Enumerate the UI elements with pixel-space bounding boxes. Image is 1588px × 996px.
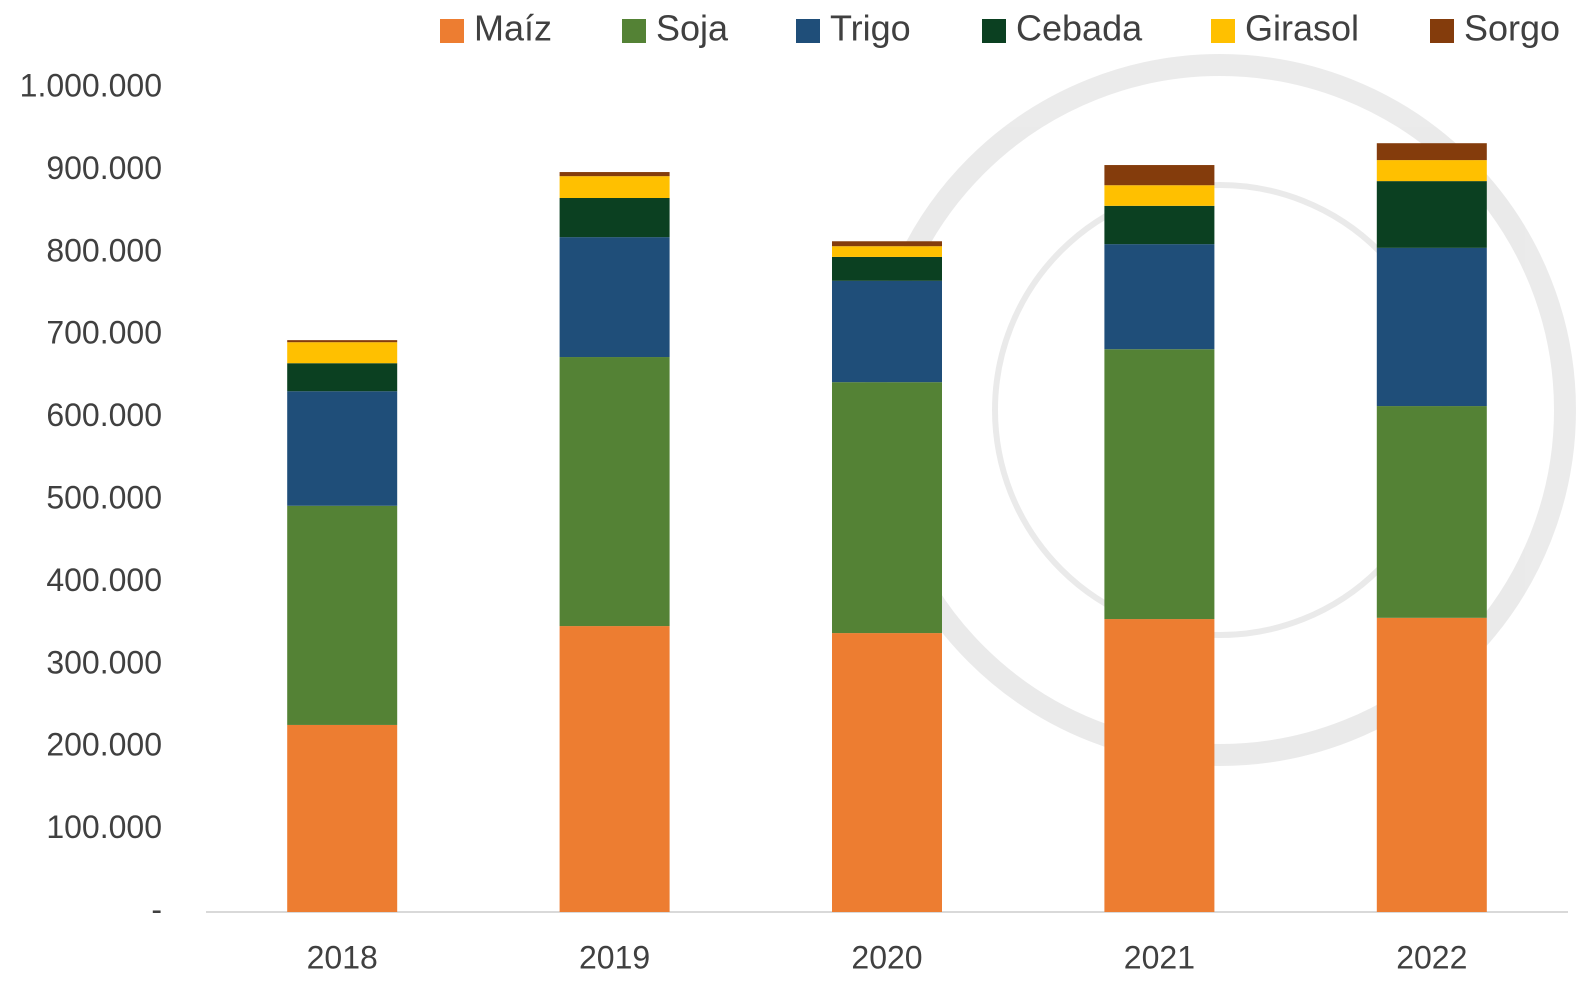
- legend-swatch: [982, 19, 1006, 43]
- bar-segment: [832, 382, 942, 634]
- legend-label: Girasol: [1245, 8, 1359, 49]
- bar-segment: [559, 237, 670, 358]
- bar-segment: [832, 246, 942, 257]
- y-tick-label: 200.000: [46, 727, 162, 763]
- x-tick-label: 2020: [851, 939, 922, 975]
- legend-swatch: [440, 19, 464, 43]
- y-tick-label: 800.000: [46, 232, 162, 268]
- y-tick-label: 1.000.000: [20, 67, 162, 103]
- legend-label: Cebada: [1016, 8, 1143, 49]
- y-tick-label: 100.000: [46, 809, 162, 845]
- bar-segment: [832, 256, 942, 281]
- y-tick-label: 600.000: [46, 397, 162, 433]
- bar-segment: [287, 391, 398, 506]
- bar-segment: [287, 340, 398, 343]
- bar-segment: [559, 172, 670, 177]
- bar-segment: [1376, 406, 1487, 618]
- bar-segment: [1104, 244, 1215, 350]
- legend-label: Trigo: [830, 8, 911, 49]
- bar-segment: [1104, 165, 1215, 186]
- bar-segment: [1104, 619, 1215, 912]
- legend-swatch: [1211, 19, 1235, 43]
- y-tick-label: 900.000: [46, 150, 162, 186]
- bar-segment: [1104, 205, 1215, 245]
- legend-swatch: [1430, 19, 1454, 43]
- x-tick-label: 2021: [1124, 939, 1195, 975]
- legend-label: Maíz: [474, 8, 552, 49]
- bar-segment: [559, 357, 670, 627]
- bar-segment: [1376, 617, 1487, 912]
- bar-segment: [1376, 247, 1487, 407]
- y-tick-label: 300.000: [46, 644, 162, 680]
- bar-segment: [1376, 181, 1487, 248]
- x-tick-label: 2019: [579, 939, 650, 975]
- bar-segment: [287, 724, 398, 912]
- y-tick-label: 700.000: [46, 315, 162, 351]
- bar-segment: [1376, 143, 1487, 161]
- bar-segment: [559, 198, 670, 238]
- bar-segment: [1104, 349, 1215, 620]
- legend-label: Sorgo: [1464, 8, 1560, 49]
- bar-segment: [559, 176, 670, 199]
- bar-segment: [1376, 160, 1487, 182]
- legend-swatch: [796, 19, 820, 43]
- y-tick-label: -: [151, 891, 162, 927]
- bar-segment: [1104, 185, 1215, 206]
- x-tick-label: 2022: [1396, 939, 1467, 975]
- bar-segment: [287, 342, 398, 364]
- legend-swatch: [622, 19, 646, 43]
- bar-segment: [287, 505, 398, 725]
- bar-segment: [832, 633, 942, 912]
- x-tick-label: 2018: [307, 939, 378, 975]
- bar-segment: [559, 626, 670, 912]
- legend-label: Soja: [656, 8, 729, 49]
- bar-segment: [832, 241, 942, 247]
- y-tick-label: 500.000: [46, 479, 162, 515]
- bar-segment: [287, 363, 398, 392]
- y-tick-label: 400.000: [46, 562, 162, 598]
- bar-segment: [832, 280, 942, 383]
